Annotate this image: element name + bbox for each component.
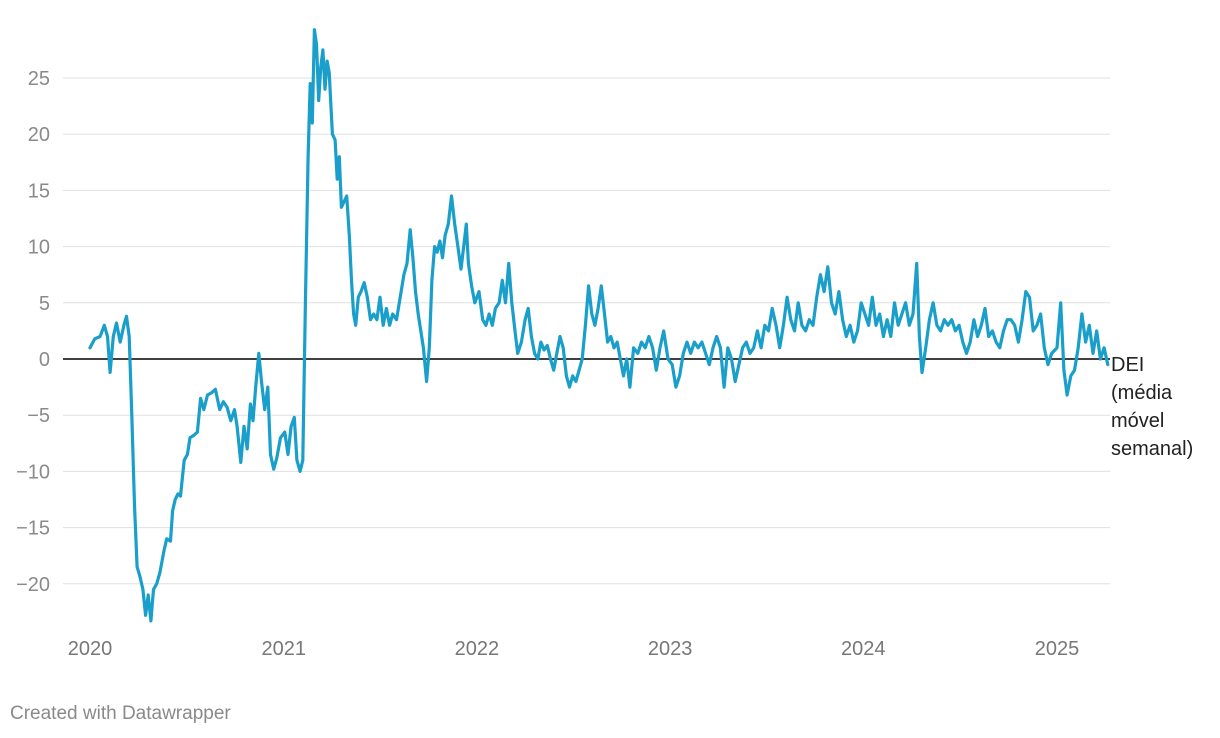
series-group [88, 28, 1110, 623]
x-tick-label: 2022 [455, 638, 500, 660]
series-label-line: DEI [1111, 354, 1144, 376]
y-tick-label: −15 [16, 518, 50, 540]
y-tick-label: 20 [28, 124, 50, 146]
series-label: DEI (média móvel semanal) [1111, 354, 1193, 460]
series-label-line: semanal) [1111, 438, 1193, 460]
y-tick-label: 25 [28, 68, 50, 90]
y-tick-label: 0 [39, 349, 50, 371]
x-tick-label: 2024 [841, 638, 886, 660]
y-tick-label: 10 [28, 237, 50, 259]
series-label-line: móvel [1111, 410, 1164, 432]
x-tick-label: 2023 [648, 638, 693, 660]
y-tick-label: −10 [16, 461, 50, 483]
x-tick-label: 2021 [261, 638, 306, 660]
series-line [88, 28, 1110, 623]
y-tick-label: 15 [28, 180, 50, 202]
y-tick-label: 5 [39, 293, 50, 315]
footer-credit: Created with Datawrapper [10, 703, 231, 724]
y-axis-ticks: 25 20 15 10 5 0 −5 −10 −15 −20 [16, 68, 50, 596]
series-label-line: (média [1111, 382, 1173, 404]
x-tick-label: 2020 [68, 638, 113, 660]
x-axis-ticks: 2020 2021 2022 2023 2024 2025 [68, 638, 1080, 660]
y-tick-label: −5 [27, 405, 50, 427]
x-tick-label: 2025 [1035, 638, 1080, 660]
y-tick-label: −20 [16, 574, 50, 596]
y-gridlines [63, 77, 1110, 585]
